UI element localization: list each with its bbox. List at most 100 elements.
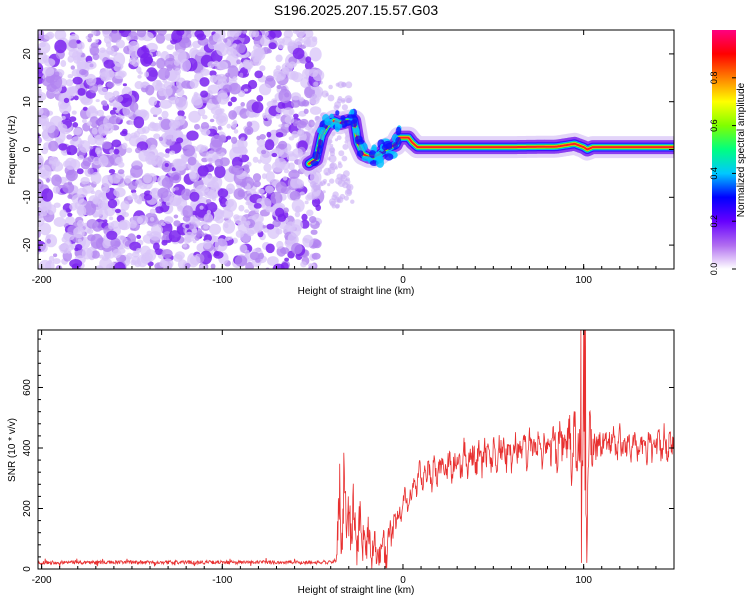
noise-speckle: [103, 122, 114, 134]
trace-blob: [395, 126, 402, 136]
trace-blob: [361, 155, 372, 162]
noise-speckle: [118, 169, 125, 175]
noise-speckle: [336, 173, 343, 180]
noise-speckle: [53, 202, 61, 208]
noise-speckle: [84, 60, 97, 70]
noise-speckle: [216, 42, 229, 57]
y-tick-label: 20: [22, 48, 33, 60]
noise-speckle: [256, 95, 264, 102]
noise-speckle: [157, 187, 169, 199]
noise-speckle: [60, 60, 67, 67]
trace-blob: [376, 158, 385, 168]
noise-speckle: [69, 259, 83, 268]
noise-speckle: [338, 150, 345, 157]
noise-speckle: [244, 88, 249, 92]
noise-speckle: [77, 205, 87, 217]
noise-speckle: [306, 209, 314, 217]
noise-speckle: [39, 222, 52, 236]
noise-speckle: [44, 33, 53, 40]
noise-speckle: [216, 115, 227, 123]
noise-speckle: [284, 257, 289, 262]
noise-speckle: [210, 134, 224, 148]
noise-speckle: [94, 134, 105, 146]
noise-speckle: [77, 238, 83, 243]
x-tick-label: 100: [575, 575, 592, 586]
noise-speckle: [32, 77, 36, 82]
noise-speckle: [228, 82, 242, 95]
noise-speckle: [216, 61, 229, 70]
noise-speckle: [130, 259, 137, 266]
noise-speckle: [158, 198, 164, 203]
noise-speckle: [73, 226, 85, 239]
noise-speckle: [138, 71, 143, 75]
noise-speckle: [283, 168, 289, 174]
noise-speckle: [276, 240, 284, 249]
noise-speckle: [153, 242, 160, 251]
noise-speckle: [246, 229, 255, 237]
noise-speckle: [258, 83, 272, 96]
noise-speckle: [128, 57, 136, 65]
noise-speckle: [154, 206, 164, 214]
noise-speckle: [195, 203, 209, 218]
noise-speckle: [101, 186, 110, 193]
noise-speckle: [253, 180, 261, 188]
noise-speckle: [109, 109, 116, 115]
noise-speckle: [92, 196, 101, 205]
noise-speckle: [257, 188, 265, 194]
noise-speckle: [67, 74, 74, 79]
noise-speckle: [174, 186, 180, 191]
noise-speckle: [122, 128, 128, 135]
noise-speckle: [278, 124, 283, 128]
noise-speckle: [225, 72, 231, 78]
noise-speckle: [70, 136, 82, 148]
noise-speckle: [112, 249, 122, 259]
noise-speckle: [198, 264, 207, 269]
noise-speckle: [246, 121, 253, 127]
noise-speckle: [139, 182, 148, 190]
noise-speckle: [75, 244, 83, 251]
colorbar-label: Normalized spectral amplitude: [736, 82, 747, 217]
colorbar-gradient: [712, 30, 736, 269]
noise-speckle: [312, 69, 325, 82]
noise-speckle: [337, 163, 343, 169]
noise-speckle: [228, 110, 238, 120]
noise-speckle: [261, 173, 267, 180]
noise-speckle: [160, 118, 172, 130]
noise-speckle: [92, 156, 101, 166]
noise-speckle: [264, 139, 275, 151]
noise-speckle: [163, 153, 170, 158]
noise-speckle: [130, 165, 143, 178]
noise-speckle: [111, 113, 117, 118]
noise-speckle: [39, 164, 52, 180]
trace-blob: [346, 114, 356, 119]
noise-speckle: [120, 200, 130, 211]
noise-speckle: [51, 174, 62, 187]
noise-speckle: [54, 39, 67, 54]
noise-speckle: [300, 261, 307, 268]
noise-speckle: [344, 178, 351, 186]
noise-speckle: [134, 109, 141, 117]
noise-speckle: [346, 97, 352, 104]
noise-speckle: [128, 181, 138, 191]
noise-speckle: [100, 203, 109, 209]
snr-panel: -200 -100 0 100 0 200 400 600 Height of straig…: [7, 329, 675, 596]
noise-speckle: [341, 98, 346, 102]
noise-speckle: [98, 155, 109, 167]
noise-speckle: [268, 42, 277, 50]
noise-speckle: [205, 199, 212, 204]
noise-speckle: [287, 41, 294, 47]
noise-speckle: [217, 92, 230, 105]
noise-speckle: [265, 185, 274, 194]
noise-speckle: [55, 265, 63, 269]
noise-speckle: [236, 43, 246, 54]
noise-speckle: [255, 208, 260, 214]
noise-speckle: [53, 253, 58, 258]
noise-speckle: [131, 192, 137, 197]
noise-speckle: [87, 167, 94, 175]
noise-speckle: [306, 192, 318, 200]
noise-speckle: [253, 48, 266, 61]
noise-speckle: [241, 30, 248, 35]
noise-speckle: [244, 249, 250, 256]
noise-speckle: [263, 163, 272, 172]
noise-speckle: [284, 123, 289, 128]
